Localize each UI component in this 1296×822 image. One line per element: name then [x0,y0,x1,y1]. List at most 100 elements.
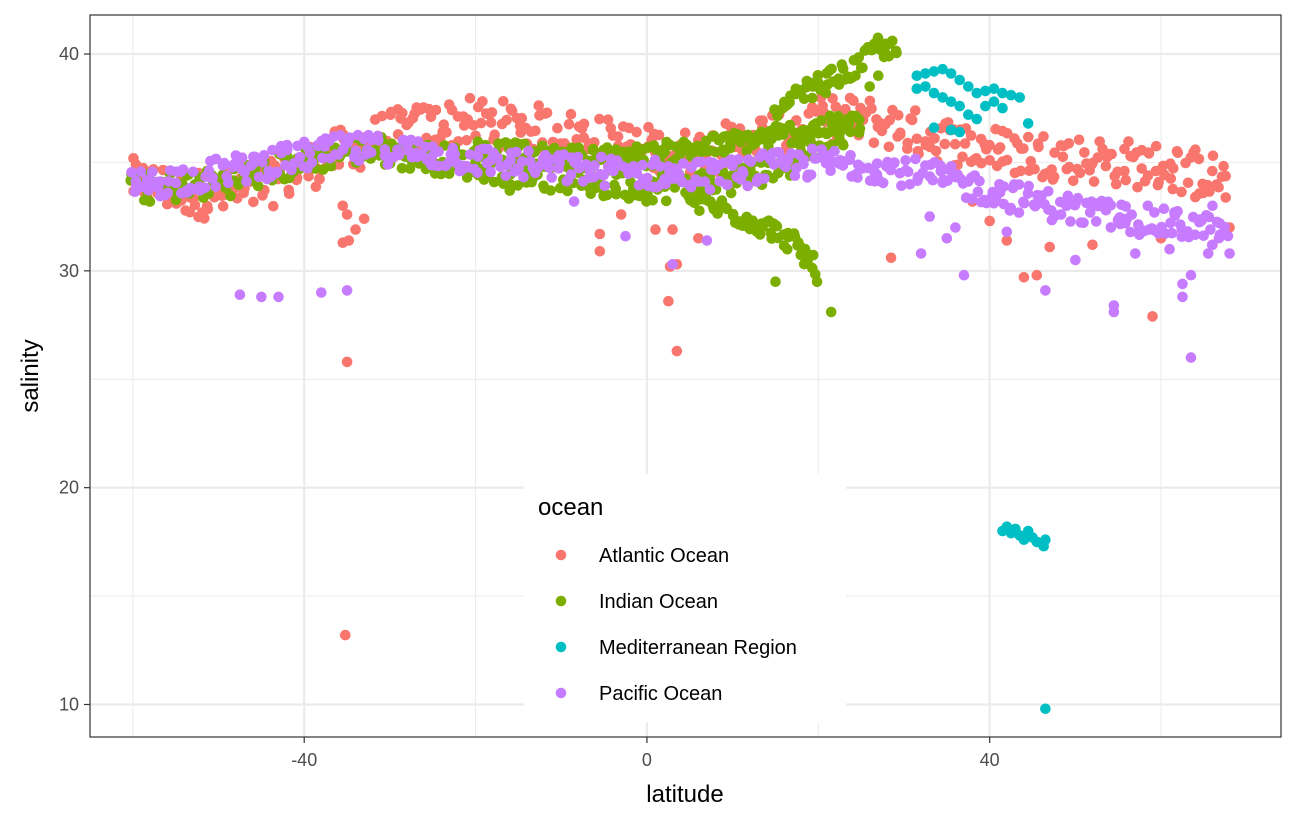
atlantic-ocean-point [530,125,541,137]
indian-ocean-point [782,244,793,255]
pacific-ocean-point [998,181,1010,192]
pacific-ocean-point [1189,229,1201,241]
pacific-ocean-point [472,167,483,179]
pacific-ocean-point [546,172,557,183]
atlantic-ocean-point [343,235,355,246]
pacific-ocean-point [1207,200,1218,212]
atlantic-ocean-point [840,103,851,115]
legend-key-mediterranean-region [555,641,567,653]
indian-ocean-point [864,81,875,92]
legend-background [524,474,846,722]
indian-ocean-point [602,189,613,201]
atlantic-ocean-point [1120,174,1132,186]
pacific-ocean-point [500,170,512,181]
atlantic-ocean-point [505,103,517,115]
pacific-ocean-point [335,130,346,141]
pacific-ocean-point [607,165,619,177]
indian-ocean-point [891,47,902,59]
indian-ocean-point [850,70,861,81]
x-tick-label: 0 [642,750,652,770]
pacific-ocean-point [941,233,953,244]
pacific-ocean-point [900,155,911,166]
x-axis-title: latitude [646,781,723,808]
pacific-ocean-point [829,145,840,157]
atlantic-ocean-point [1220,192,1231,203]
axis-ticks: -40 0 40 10 20 30 40 [59,44,1000,770]
pacific-ocean-point [1177,291,1188,303]
pacific-ocean-point [1105,222,1117,233]
indian-ocean-point [404,163,416,174]
pacific-ocean-point [1120,201,1131,212]
pacific-ocean-point [236,152,248,163]
atlantic-ocean-point [885,252,897,264]
pacific-ocean-point [565,169,577,180]
pacific-ocean-point [273,291,284,303]
pacific-ocean-point [1130,248,1141,259]
mediterranean-region-point [1018,534,1030,545]
mediterranean-region-point [963,109,974,120]
pacific-ocean-point [805,169,817,181]
y-tick-label: 40 [59,44,79,64]
atlantic-ocean-point [1153,176,1164,188]
pacific-ocean-point [488,147,499,159]
pacific-ocean-point [433,146,444,157]
pacific-ocean-point [554,157,565,169]
atlantic-ocean-point [202,203,214,215]
atlantic-ocean-point [602,114,614,125]
pacific-ocean-point [271,166,283,178]
indian-ocean-point [694,205,705,217]
indian-ocean-point [504,185,516,196]
atlantic-ocean-point [671,345,683,357]
atlantic-ocean-point [461,135,472,146]
x-tick-label: -40 [291,750,317,770]
pacific-ocean-point [1172,206,1183,217]
indian-ocean-point [825,306,837,318]
pacific-ocean-point [294,151,306,163]
atlantic-ocean-point [1139,176,1151,187]
pacific-ocean-point [306,157,318,168]
atlantic-ocean-point [1016,143,1027,154]
pacific-ocean-point [1043,186,1054,197]
atlantic-ocean-point [217,201,229,212]
pacific-ocean-point [210,181,221,192]
atlantic-ocean-point [1063,138,1075,149]
atlantic-ocean-point [650,224,661,235]
atlantic-ocean-point [631,126,642,138]
pacific-ocean-point [449,149,461,160]
atlantic-ocean-point [268,200,279,212]
pacific-ocean-point [974,175,985,187]
pacific-ocean-point [258,150,270,161]
atlantic-ocean-point [848,95,859,106]
pacific-ocean-point [531,163,543,175]
indian-ocean-point [488,176,500,188]
atlantic-ocean-point [1207,150,1219,162]
pacific-ocean-point [699,176,710,187]
pacific-ocean-point [1070,198,1081,209]
mediterranean-region-point [945,124,957,136]
indian-ocean-point [854,123,866,134]
pacific-ocean-point [199,182,211,194]
pacific-ocean-point [1201,210,1212,221]
atlantic-ocean-point [1110,178,1122,190]
mediterranean-region-point [988,96,1000,107]
mediterranean-region-point [954,126,965,138]
indian-ocean-point [661,195,672,207]
pacific-ocean-point [1070,254,1081,266]
atlantic-ocean-point [1172,147,1184,159]
indian-ocean-point [838,140,849,151]
legend-items: Atlantic Ocean Indian Ocean Mediterranean … [555,545,797,705]
pacific-ocean-point [642,172,653,184]
indian-ocean-point [225,190,236,202]
atlantic-ocean-point [1193,153,1205,165]
atlantic-ocean-point [1123,136,1134,147]
pacific-ocean-point [902,166,914,178]
indian-ocean-point [396,163,408,174]
pacific-ocean-point [1001,226,1013,238]
pacific-ocean-point [667,259,678,270]
indian-ocean-point [725,187,737,199]
indian-ocean-point [435,168,447,180]
pacific-ocean-point [598,169,609,181]
legend-key-pacific-ocean [555,687,567,699]
atlantic-ocean-point [930,145,942,157]
pacific-ocean-point [443,157,455,168]
